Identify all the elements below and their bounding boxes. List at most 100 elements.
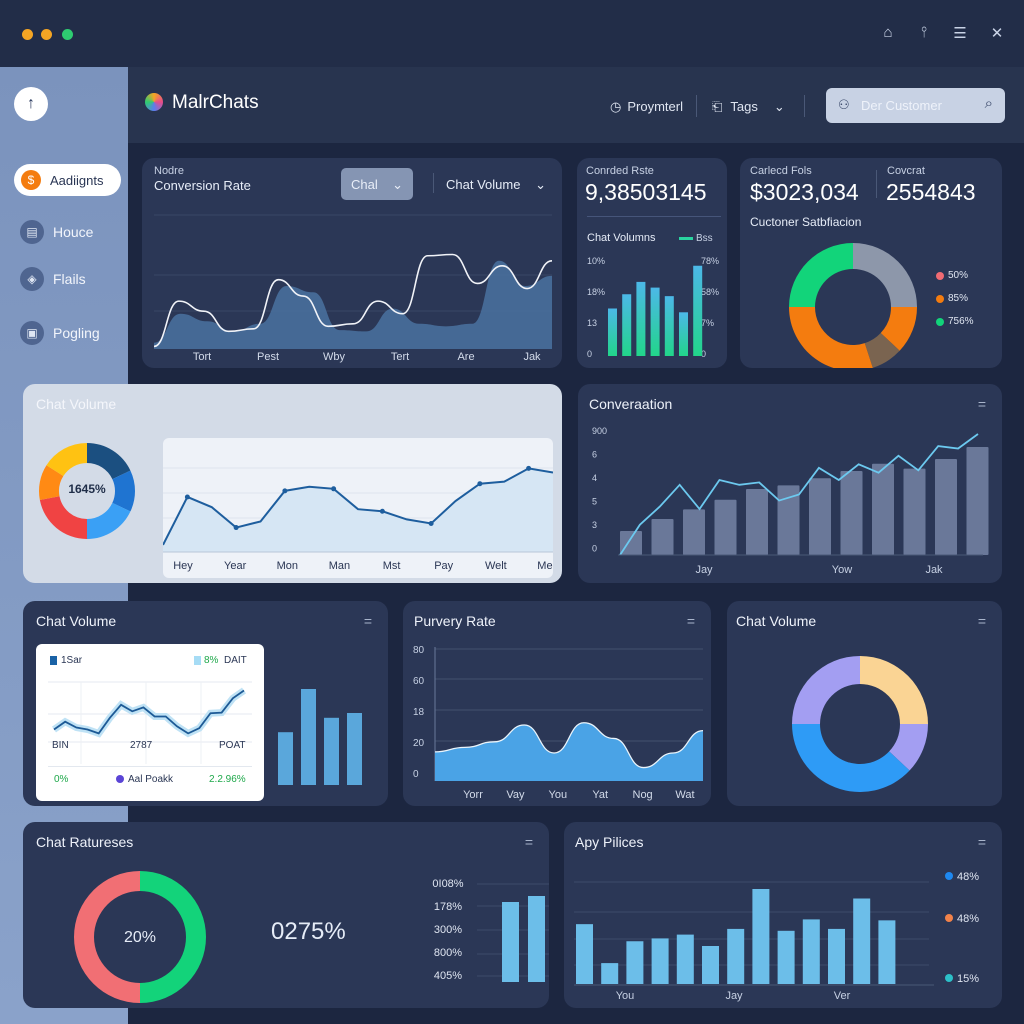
menu-icon[interactable]: = [524, 834, 533, 850]
bar [676, 934, 694, 984]
dollar-icon: $ [21, 170, 41, 190]
sidebar-item-label: Flails [53, 271, 86, 287]
sidebar-item-label: Pogling [53, 325, 100, 341]
y-tick-label: 800% [434, 947, 462, 959]
data-point [282, 488, 288, 494]
bar [528, 896, 545, 982]
bar [752, 889, 770, 984]
y-tick-label: 900 [592, 426, 607, 436]
chat-volume-select[interactable]: Chat Volume ⌄ [446, 177, 546, 192]
bar [683, 509, 705, 555]
divider [433, 173, 434, 193]
legend-label: 48% [957, 913, 979, 925]
donut-center-value: 1645% [68, 482, 106, 496]
donut-segment [140, 871, 206, 1003]
x-tick-label: You [549, 789, 568, 801]
data-point [233, 525, 239, 531]
card-title: Converaation [589, 396, 673, 412]
pin-icon[interactable]: ⫯ [920, 24, 928, 41]
conversion-chart: Tort Pest Wby Tert Are Jak [153, 214, 553, 363]
bar [679, 312, 688, 356]
legend-label: 756% [948, 316, 974, 327]
x-tick-label: Hey [173, 560, 193, 572]
legend-value: 8% [204, 655, 219, 666]
legend-item: 85% [936, 293, 974, 304]
donut-segment [864, 333, 900, 368]
bar [502, 902, 519, 982]
footer-label: Aal Poakk [128, 774, 174, 785]
close-icon[interactable]: ✕ [990, 25, 1004, 42]
x-tick-label: Tert [391, 351, 409, 363]
legend-label: 85% [948, 293, 969, 304]
minimize-window-button[interactable] [41, 29, 52, 40]
y-tick-label: 405% [434, 970, 462, 982]
y-tick-label: 0 [592, 544, 597, 554]
chat-ratures-card: Chat Ratureses = 20% 0275% 0I08% 178% 300%… [23, 822, 549, 1008]
sidebar-item-flails[interactable]: ◈ Flails [20, 267, 86, 291]
x-tick-label: Year [224, 560, 247, 572]
search-icon[interactable]: ⌕ [984, 95, 993, 112]
card-title: Chat Volume [36, 613, 117, 629]
legend-dot [945, 872, 953, 880]
bar [746, 489, 768, 555]
legend-dot [936, 317, 944, 326]
home-icon[interactable]: ⌂ [883, 24, 893, 41]
data-point [428, 520, 434, 526]
bar [651, 938, 669, 984]
tags-dropdown[interactable]: ⎗ Tags ⌄ [712, 99, 785, 115]
menu-icon[interactable]: = [686, 613, 695, 629]
select-value: Chal [351, 177, 378, 192]
x-tick-label: Jak [523, 351, 541, 363]
search-input[interactable]: ⚇ Der Customer ⌕ [826, 88, 1005, 123]
tag-icon: ⎗ [712, 99, 723, 114]
y-tick-label: 0 [413, 769, 419, 780]
big-metric: 0275% [271, 918, 346, 945]
metric-value: 2554843 [886, 179, 976, 205]
menu-icon[interactable]: = [363, 613, 372, 629]
ratures-donut [74, 871, 206, 1003]
up-arrow-icon[interactable]: ↑ [14, 87, 48, 121]
clock-icon: ◷ [610, 99, 622, 114]
y-tick-label: 18% [587, 287, 605, 297]
x-tick-label: Ver [834, 990, 851, 1002]
list-icon[interactable]: ☰ [953, 25, 967, 42]
chal-select[interactable]: Chal ⌄ [341, 168, 413, 200]
legend-item: 756% [936, 316, 974, 327]
menu-icon[interactable]: = [977, 834, 986, 850]
x-tick-label: Jay [725, 990, 743, 1002]
menu-icon[interactable]: = [977, 613, 986, 629]
x-tick-label: Meh [537, 560, 553, 572]
legend-label: 1Sar [61, 655, 83, 666]
chart-label: 2787 [130, 740, 153, 751]
sidebar-item-houce[interactable]: ▤ Houce [20, 220, 93, 244]
y-tick-label: 300% [434, 924, 462, 936]
card-title: Apy Pilices [575, 834, 644, 850]
divider [48, 766, 252, 767]
menu-icon[interactable]: = [977, 396, 986, 412]
conversation-chart: 900 6 4 5 3 0 Jay Yow Jak [592, 426, 989, 576]
maximize-window-button[interactable] [62, 29, 73, 40]
data-point [379, 508, 385, 514]
donut-segment [860, 656, 928, 724]
legend-dot [936, 294, 944, 303]
y-tick-label: 5 [592, 497, 597, 507]
bar [903, 468, 926, 555]
select-value: Chat Volume [446, 177, 521, 192]
y-tick-label: 0I08% [432, 878, 463, 890]
y-tick-label: 178% [434, 901, 462, 913]
close-window-button[interactable] [22, 29, 33, 40]
inbox-icon: ▤ [20, 220, 44, 244]
x-tick-label: Yow [832, 564, 852, 576]
sidebar-item-aadiignts[interactable]: $ Aadiignts [14, 164, 121, 196]
bar [650, 287, 660, 356]
conversation-card: Converaation = 900 6 4 5 3 0 Jay Yow Jak [578, 384, 1002, 583]
y-tick-label: 78% [701, 256, 719, 266]
sidebar-item-pogling[interactable]: ▣ Pogling [20, 321, 100, 345]
card-subtitle: Nodre [154, 165, 184, 177]
tags-label: Tags [730, 99, 758, 114]
y-tick-label: 3 [592, 520, 597, 530]
bar [727, 928, 745, 984]
bar [714, 499, 737, 555]
x-tick-label: Vay [506, 789, 525, 801]
proyment-button[interactable]: ◷ Proymterl [610, 99, 683, 115]
